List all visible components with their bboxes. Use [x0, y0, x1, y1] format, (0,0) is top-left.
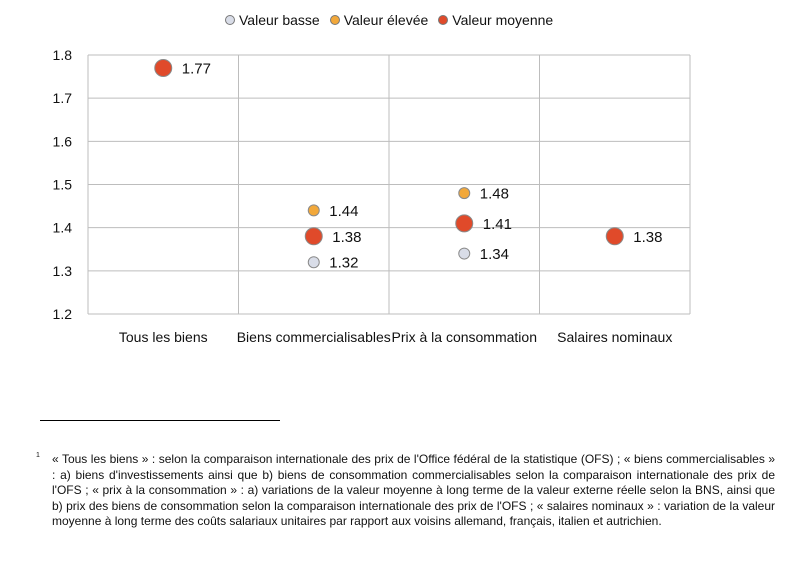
footnote-divider — [40, 420, 280, 421]
y-tick-label: 1.7 — [53, 90, 73, 106]
footnote: 1 « Tous les biens » : selon la comparai… — [36, 452, 775, 530]
data-label: 1.38 — [633, 229, 662, 246]
y-tick-label: 1.2 — [53, 306, 73, 322]
legend-label-mean: Valeur moyenne — [452, 12, 554, 28]
y-tick-label: 1.3 — [53, 263, 73, 279]
data-point — [304, 227, 323, 246]
legend-dot-high — [329, 15, 340, 25]
y-tick-label: 1.5 — [53, 177, 73, 193]
legend-dot-low — [225, 15, 235, 25]
y-tick-label: 1.4 — [53, 220, 73, 236]
data-label: 1.38 — [332, 229, 361, 246]
data-point — [154, 58, 173, 77]
legend-item-high: Valeur élevée — [329, 12, 429, 28]
data-point — [605, 227, 624, 246]
data-point — [455, 214, 474, 233]
legend-item-mean: Valeur moyenne — [438, 12, 553, 28]
legend-dot-mean — [438, 15, 449, 25]
legend-label-low: Valeur basse — [239, 12, 320, 28]
data-label: 1.77 — [182, 60, 211, 77]
legend-item-low: Valeur basse — [225, 12, 320, 28]
data-point — [307, 204, 320, 217]
data-label: 1.44 — [329, 203, 358, 220]
x-tick-label: Salaires nominaux — [557, 329, 672, 345]
chart-legend: Valeur basse Valeur élevée Valeur moyenn… — [225, 12, 553, 28]
data-point — [458, 247, 471, 260]
data-point — [458, 187, 471, 200]
data-label: 1.48 — [480, 186, 509, 203]
x-tick-label: Biens commercialisables — [237, 329, 391, 345]
footnote-text: « Tous les biens » : selon la comparaiso… — [52, 452, 775, 528]
data-label: 1.32 — [329, 255, 358, 272]
data-point — [307, 256, 320, 269]
data-label: 1.34 — [480, 246, 509, 263]
footnote-mark: 1 — [36, 452, 40, 459]
legend-label-high: Valeur élevée — [343, 12, 429, 28]
x-tick-label: Tous les biens — [119, 329, 208, 345]
data-label: 1.41 — [483, 216, 512, 233]
scatter-chart: 1.2 1.3 1.4 1.5 1.6 1.7 1.8 Tous les biens Biens… — [53, 47, 691, 345]
x-tick-label: Prix à la consommation — [391, 329, 537, 345]
y-tick-label: 1.6 — [53, 133, 73, 149]
y-tick-label: 1.8 — [53, 47, 73, 63]
